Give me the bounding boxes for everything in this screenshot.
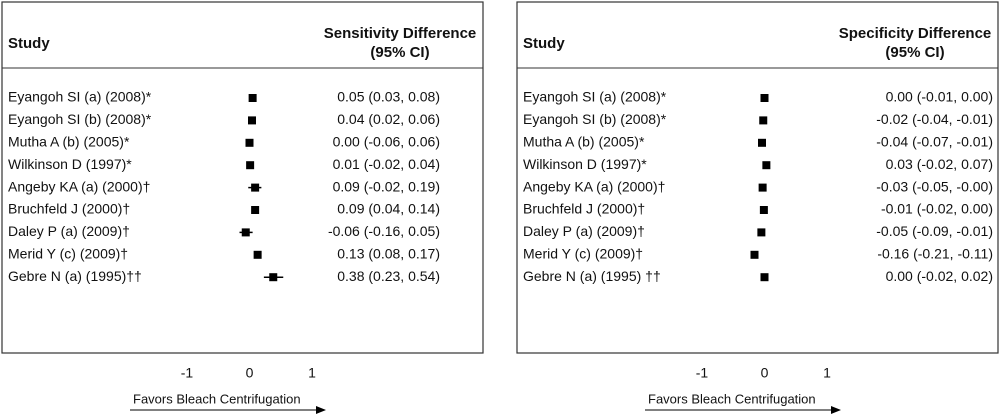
ci-label: -0.04 (-0.07, -0.01) xyxy=(876,134,993,150)
x-tick-label: -1 xyxy=(181,365,194,381)
point-estimate xyxy=(248,94,257,102)
header-effect: (95% CI) xyxy=(370,44,429,61)
ci-label: -0.05 (-0.09, -0.01) xyxy=(876,223,993,239)
study-label: Angeby KA (a) (2000)† xyxy=(8,178,150,194)
header-effect: Sensitivity Difference xyxy=(324,25,477,42)
ci-label: -0.01 (-0.02, 0.00) xyxy=(881,201,993,217)
study-label: Merid Y (c) (2009)† xyxy=(8,246,128,262)
x-tick-label: 0 xyxy=(761,365,769,381)
ci-label: -0.02 (-0.04, -0.01) xyxy=(876,111,993,127)
header-study: Study xyxy=(8,35,50,52)
study-label: Angeby KA (a) (2000)† xyxy=(523,178,665,194)
ci-label: 0.03 (-0.02, 0.07) xyxy=(886,156,993,172)
study-label: Gebre N (a) (1995) †† xyxy=(523,268,661,284)
ci-label: 0.00 (-0.02, 0.02) xyxy=(886,268,993,284)
point-estimate xyxy=(750,250,759,259)
point-estimate xyxy=(759,206,768,214)
point-estimate xyxy=(760,94,769,102)
study-label: Gebre N (a) (1995)†† xyxy=(8,268,142,284)
x-tick-label: 1 xyxy=(823,365,831,381)
point-estimate xyxy=(757,228,766,237)
study-label: Merid Y (c) (2009)† xyxy=(523,246,643,262)
study-label: Wilkinson D (1997)* xyxy=(523,156,647,172)
study-label: Daley P (a) (2009)† xyxy=(8,223,130,239)
point-estimate xyxy=(760,273,769,282)
ci-label: 0.00 (-0.01, 0.00) xyxy=(886,89,993,105)
header-effect: Specificity Difference xyxy=(839,25,992,42)
point-estimate xyxy=(758,183,767,192)
point-estimate xyxy=(253,250,262,259)
point-estimate xyxy=(269,273,278,282)
ci-label: -0.06 (-0.16, 0.05) xyxy=(328,223,440,239)
ci-label: 0.00 (-0.06, 0.06) xyxy=(333,134,440,150)
study-label: Mutha A (b) (2005)* xyxy=(8,134,130,150)
ci-label: 0.04 (0.02, 0.06) xyxy=(337,111,440,127)
study-label: Eyangoh SI (b) (2008)* xyxy=(523,111,667,127)
panel-frame xyxy=(516,1,999,354)
point-estimate xyxy=(245,138,254,147)
ci-label: 0.13 (0.08, 0.17) xyxy=(337,246,440,262)
x-tick-label: -1 xyxy=(696,365,709,381)
study-label: Daley P (a) (2009)† xyxy=(523,223,645,239)
ci-label: 0.05 (0.03, 0.08) xyxy=(337,89,440,105)
x-axis-label: Favors Bleach Centrifugation xyxy=(133,391,301,406)
study-label: Bruchfeld J (2000)† xyxy=(8,201,130,217)
study-label: Eyangoh SI (b) (2008)* xyxy=(8,111,152,127)
x-tick-label: 1 xyxy=(308,365,316,381)
point-estimate xyxy=(251,183,260,192)
point-estimate xyxy=(762,161,771,170)
x-axis-label: Favors Bleach Centrifugation xyxy=(648,391,816,406)
header-study: Study xyxy=(523,35,565,52)
ci-label: 0.01 (-0.02, 0.04) xyxy=(333,156,440,172)
point-estimate xyxy=(241,228,250,237)
study-label: Eyangoh SI (a) (2008)* xyxy=(523,89,667,105)
study-label: Bruchfeld J (2000)† xyxy=(523,201,645,217)
point-estimate xyxy=(758,138,766,147)
point-estimate xyxy=(759,116,768,125)
ci-label: -0.16 (-0.21, -0.11) xyxy=(877,246,993,262)
study-label: Mutha A (b) (2005)* xyxy=(523,134,645,150)
ci-label: 0.38 (0.23, 0.54) xyxy=(337,268,440,284)
header-effect: (95% CI) xyxy=(885,44,944,61)
ci-label: -0.03 (-0.05, -0.00) xyxy=(876,178,993,194)
study-label: Wilkinson D (1997)* xyxy=(8,156,132,172)
point-estimate xyxy=(251,206,260,214)
ci-label: 0.09 (0.04, 0.14) xyxy=(337,201,440,217)
panel-frame xyxy=(1,1,484,354)
point-estimate xyxy=(246,161,255,170)
ci-label: 0.09 (-0.02, 0.19) xyxy=(333,178,440,194)
point-estimate xyxy=(248,116,256,125)
x-tick-label: 0 xyxy=(246,365,254,381)
study-label: Eyangoh SI (a) (2008)* xyxy=(8,89,152,105)
